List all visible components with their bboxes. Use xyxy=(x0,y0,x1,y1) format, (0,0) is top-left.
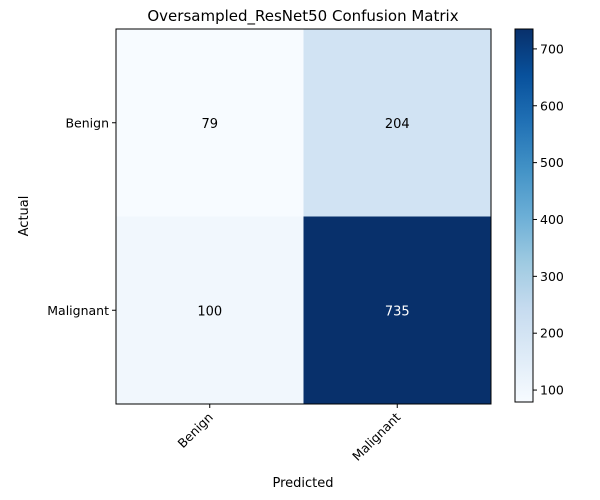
colorbar-tick-label: 100 xyxy=(540,383,564,398)
x-tick-label: Benign xyxy=(174,410,215,451)
colorbar xyxy=(515,29,533,402)
matrix-cell xyxy=(116,216,304,404)
colorbar-tick-label: 400 xyxy=(540,212,564,227)
cell-value-label: 79 xyxy=(201,117,218,132)
cell-value-label: 100 xyxy=(197,304,222,319)
y-axis-label: Actual xyxy=(17,196,32,237)
matrix-cell-labels: 79 204 100 735 xyxy=(197,117,409,320)
matrix-cell xyxy=(116,29,304,217)
matrix-cell xyxy=(303,216,491,404)
matrix-cell xyxy=(303,29,491,217)
matrix-cells xyxy=(116,29,491,404)
matrix-frame xyxy=(115,28,492,405)
colorbar-ticks: 100 200 300 400 500 600 700 xyxy=(533,41,564,398)
chart-title: Oversampled_ResNet50 Confusion Matrix xyxy=(147,7,458,26)
colorbar-frame xyxy=(514,28,534,403)
x-tick-label: Malignant xyxy=(349,409,403,463)
y-tick-label: Malignant xyxy=(47,303,109,318)
cell-value-label: 735 xyxy=(385,304,410,319)
colorbar-tick-label: 600 xyxy=(540,98,564,113)
colorbar-tick-label: 200 xyxy=(540,326,564,341)
colorbar-tick-label: 700 xyxy=(540,41,564,56)
x-axis-ticks: Benign Malignant xyxy=(174,404,403,464)
colorbar-tick-label: 300 xyxy=(540,269,564,284)
y-tick-label: Benign xyxy=(65,115,109,130)
cell-value-label: 204 xyxy=(385,117,410,132)
x-axis-label: Predicted xyxy=(272,476,333,491)
colorbar-tick-label: 500 xyxy=(540,155,564,170)
y-axis-ticks: Benign Malignant xyxy=(47,115,116,318)
